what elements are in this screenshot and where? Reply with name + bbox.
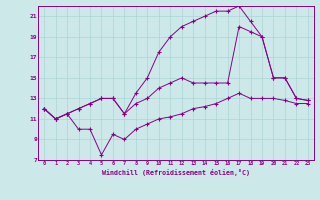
X-axis label: Windchill (Refroidissement éolien,°C): Windchill (Refroidissement éolien,°C): [102, 169, 250, 176]
